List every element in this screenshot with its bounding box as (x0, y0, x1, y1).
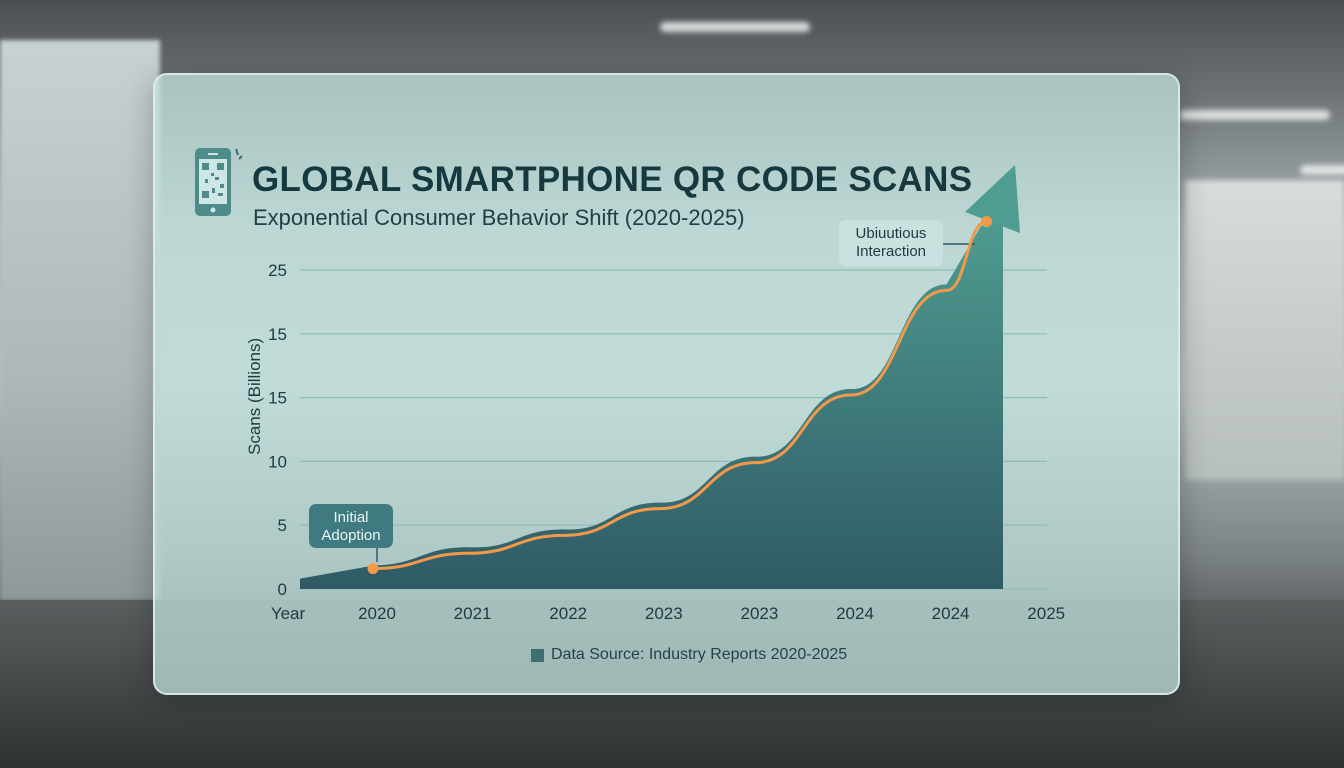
background-window (1185, 180, 1344, 480)
chart-title: GLOBAL SMARTPHONE QR CODE SCANS (252, 160, 973, 199)
y-tick-label: 15 (268, 325, 287, 344)
chart-subtitle: Exponential Consumer Behavior Shift (202… (253, 205, 745, 230)
annotation-ubiquitous-interaction: Ubiuutious Interaction (839, 220, 943, 266)
ceiling-light (1180, 110, 1330, 120)
growth-arrowhead (965, 165, 1020, 233)
y-axis-label: Scans (Billions) (245, 338, 264, 455)
data-point (367, 563, 379, 575)
legend-swatch (531, 648, 544, 662)
x-tick-label: 2023 (645, 604, 683, 623)
y-tick-label: 25 (268, 261, 287, 280)
y-tick-label: 15 (268, 389, 287, 408)
x-tick-label: 2020 (358, 604, 396, 623)
y-tick-label: 5 (278, 516, 287, 535)
x-tick-label: 2023 (740, 604, 778, 623)
data-point (981, 216, 993, 228)
x-tick-label: 2025 (1027, 604, 1065, 623)
ceiling-light (660, 22, 810, 32)
y-tick-label: 10 (268, 452, 287, 471)
legend-label: Data Source: Industry Reports 2020-2025 (551, 646, 848, 663)
x-tick-label: 2024 (932, 604, 970, 623)
x-tick-label: 2024 (836, 604, 874, 623)
ceiling-light (1300, 165, 1344, 175)
legend: Data Source: Industry Reports 2020-2025 (531, 646, 847, 664)
line-series (372, 220, 988, 571)
x-axis-label: Year (271, 604, 306, 623)
x-tick-label: 2021 (454, 604, 492, 623)
x-tick-label: 2022 (549, 604, 587, 623)
annotation-initial-adoption: Initial Adoption (309, 504, 393, 548)
smartphone-qr-icon (195, 148, 243, 216)
y-tick-label: 0 (278, 580, 287, 599)
background-window (0, 40, 160, 600)
area-series (300, 211, 1003, 589)
